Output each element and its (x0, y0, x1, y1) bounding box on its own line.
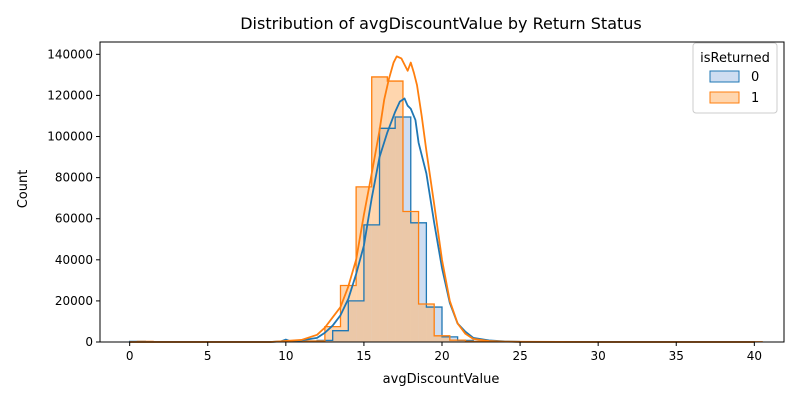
legend-swatch-0 (710, 71, 739, 82)
y-tick-label: 80000 (55, 171, 93, 185)
series-0-kde-line (130, 99, 755, 342)
x-tick-label: 40 (747, 349, 762, 363)
x-tick-label: 35 (669, 349, 684, 363)
series-0-step-outline (130, 117, 755, 342)
legend: isReturned 0 1 (693, 43, 777, 113)
x-tick-label: 0 (126, 349, 134, 363)
plot-area (130, 56, 762, 342)
y-tick-label: 100000 (47, 130, 93, 144)
x-tick-label: 15 (356, 349, 371, 363)
legend-swatch-1 (710, 92, 739, 103)
y-tick-label: 20000 (55, 294, 93, 308)
x-tick-label: 10 (278, 349, 293, 363)
x-axis-label: avgDiscountValue (383, 372, 500, 387)
y-tick-label: 40000 (55, 253, 93, 267)
legend-label-1: 1 (751, 91, 759, 106)
legend-title: isReturned (700, 51, 770, 66)
axes-frame (100, 42, 784, 342)
y-tick-label: 60000 (55, 212, 93, 226)
y-tick-label: 0 (85, 335, 93, 349)
histogram-bar (403, 212, 419, 342)
series-1-kde-line (130, 56, 755, 342)
y-tick-label: 140000 (47, 47, 93, 61)
x-tick-label: 25 (512, 349, 527, 363)
y-tick-label: 120000 (47, 88, 93, 102)
x-tick-label: 5 (204, 349, 212, 363)
y-axis-label: Count (16, 170, 31, 209)
histogram-bar (419, 304, 435, 342)
x-tick-label: 30 (591, 349, 606, 363)
x-tick-label: 20 (434, 349, 449, 363)
chart-title: Distribution of avgDiscountValue by Retu… (240, 14, 642, 33)
legend-label-0: 0 (751, 70, 759, 85)
